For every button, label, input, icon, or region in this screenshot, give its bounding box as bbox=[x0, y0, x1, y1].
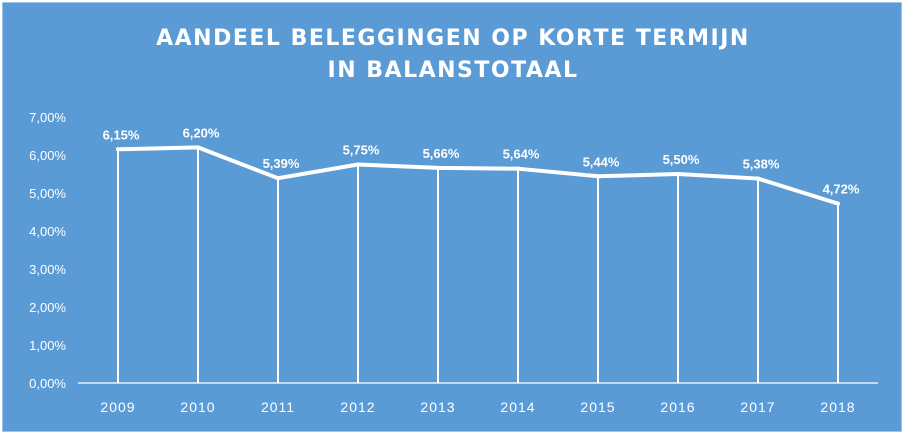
x-tick-label: 2014 bbox=[500, 399, 535, 415]
x-tick-label: 2018 bbox=[820, 399, 855, 415]
x-tick-label: 2016 bbox=[660, 399, 695, 415]
data-point bbox=[356, 162, 360, 167]
data-label: 5,50% bbox=[663, 152, 700, 167]
data-point bbox=[196, 145, 200, 150]
y-tick-label: 4,00% bbox=[29, 224, 66, 239]
data-label: 5,64% bbox=[503, 147, 540, 162]
data-label: 5,38% bbox=[743, 157, 780, 172]
data-label: 5,44% bbox=[583, 154, 620, 169]
y-tick-label: 5,00% bbox=[29, 186, 66, 201]
y-tick-label: 0,00% bbox=[29, 376, 66, 391]
y-tick-label: 2,00% bbox=[29, 300, 66, 315]
data-point bbox=[596, 174, 600, 179]
data-point bbox=[676, 172, 680, 176]
data-label: 4,72% bbox=[823, 182, 860, 197]
x-tick-label: 2012 bbox=[340, 399, 375, 415]
data-label: 6,20% bbox=[183, 125, 220, 140]
x-tick-label: 2010 bbox=[180, 399, 215, 415]
x-tick-label: 2017 bbox=[740, 399, 775, 415]
chart-frame: AANDEEL BELEGGINGEN OP KORTE TERMIJN IN … bbox=[2, 2, 902, 432]
chart-title-line-2: IN BALANSTOTAAL bbox=[327, 58, 579, 83]
data-point bbox=[756, 176, 760, 181]
data-label: 6,15% bbox=[103, 127, 140, 142]
data-label: 5,39% bbox=[263, 156, 300, 171]
chart-title-line-1: AANDEEL BELEGGINGEN OP KORTE TERMIJN bbox=[156, 26, 750, 51]
data-label: 5,75% bbox=[343, 143, 380, 158]
x-tick-label: 2013 bbox=[420, 399, 455, 415]
data-point bbox=[836, 201, 840, 206]
y-tick-label: 1,00% bbox=[29, 338, 66, 353]
data-point bbox=[516, 166, 520, 171]
x-tick-label: 2015 bbox=[580, 399, 615, 415]
data-point bbox=[276, 176, 280, 181]
y-tick-label: 6,00% bbox=[29, 148, 66, 163]
x-tick-label: 2009 bbox=[100, 399, 135, 415]
data-label: 5,66% bbox=[423, 146, 460, 161]
data-point bbox=[436, 165, 440, 170]
data-point bbox=[116, 147, 120, 152]
series-line bbox=[116, 145, 840, 206]
chart-title: AANDEEL BELEGGINGEN OP KORTE TERMIJN IN … bbox=[3, 23, 903, 87]
x-tick-label: 2011 bbox=[261, 399, 295, 415]
y-tick-label: 3,00% bbox=[29, 262, 66, 277]
y-tick-label: 7,00% bbox=[29, 110, 66, 125]
